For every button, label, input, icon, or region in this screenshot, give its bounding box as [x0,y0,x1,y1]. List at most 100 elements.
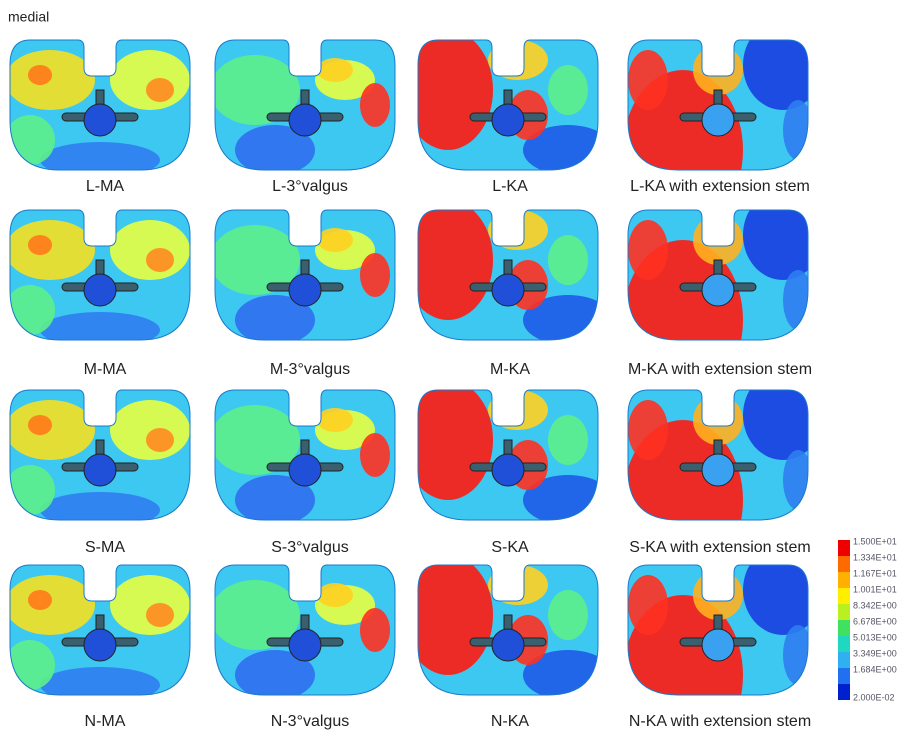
contour-blob [743,370,823,460]
contour-blob [28,235,52,255]
contour-blob [488,40,548,80]
stem [492,274,524,306]
legend-swatch [838,540,850,556]
contour-blob [628,575,668,635]
legend-swatch [838,620,850,636]
legend-label: 1.684E+00 [853,664,897,674]
legend-label: 6.678E+00 [853,616,897,626]
panel-label: M-3°valgus [270,361,350,378]
contour-blob [693,215,743,265]
legend-swatch [838,636,850,652]
panel-label: S-KA with extension stem [629,539,810,556]
stem [702,629,734,661]
legend-swatch [838,684,850,700]
legend-label: 1.001E+01 [853,584,897,594]
contour-blob [40,312,160,348]
legend-label: 3.349E+00 [853,648,897,658]
stem [289,104,321,136]
legend-swatch [838,556,850,572]
contour-panel [210,210,395,345]
panel-label: N-KA with extension stem [629,713,811,730]
contour-panel [623,20,823,230]
panel-label: S-KA [491,539,529,556]
contour-blob [488,210,548,250]
contour-blob [403,555,493,675]
stem [702,454,734,486]
contour-panel [210,390,395,525]
contour-blob [360,253,390,297]
contour-panel [403,30,613,175]
panel-label: S-MA [85,539,125,556]
legend-swatch [838,572,850,588]
contour-blob [146,603,174,627]
legend-label: 2.000E-02 [853,692,895,702]
contour-blob [693,395,743,445]
contour-blob [317,228,353,252]
stem [492,454,524,486]
contour-blob [317,583,353,607]
panel-label: S-3°valgus [271,539,349,556]
contour-blob [743,190,823,280]
stem [702,104,734,136]
contour-panel [5,390,190,528]
legend-label: 1.167E+01 [853,568,897,578]
stem [492,629,524,661]
stem [702,274,734,306]
contour-blob [317,58,353,82]
contour-blob [403,30,493,150]
panel-label: L-3°valgus [272,178,348,195]
contour-panel [403,200,613,345]
contour-blob [628,400,668,460]
contour-panel [5,40,190,178]
contour-blob [548,415,588,465]
contour-blob [146,78,174,102]
figure-canvas: medial L-MAL-3°valgusL-KAL-KA with exten… [0,0,914,731]
contour-panel [623,545,823,731]
stem [84,629,116,661]
contour-blob [28,415,52,435]
panel-label: M-KA with extension stem [628,361,812,378]
legend-label: 1.500E+01 [853,536,897,546]
contour-blob [488,565,548,605]
contour-blob [628,220,668,280]
legend-swatch [838,668,850,684]
stem [289,629,321,661]
panel-label: L-KA [492,178,528,195]
contour-blob [628,50,668,110]
contour-blob [40,492,160,528]
contour-blob [548,235,588,285]
stem [289,454,321,486]
contour-panel [5,565,190,703]
contour-blob [28,65,52,85]
contour-blob [40,142,160,178]
stem [84,454,116,486]
legend-label: 5.013E+00 [853,632,897,642]
legend-swatch [838,652,850,668]
contour-panel [403,380,613,525]
contour-blob [693,45,743,95]
stem [84,104,116,136]
contour-blob [360,608,390,652]
contour-blob [110,220,190,280]
legend-swatch [838,604,850,620]
contour-blob [360,83,390,127]
contour-blob [146,248,174,272]
panel-label: N-KA [491,713,530,730]
contour-blob [110,50,190,110]
contour-blob [317,408,353,432]
contour-blob [360,433,390,477]
legend-label: 1.334E+01 [853,552,897,562]
contour-blob [488,390,548,430]
side-label: medial [8,9,49,25]
contour-panel [210,565,395,700]
panel-label: M-KA [490,361,530,378]
contour-blob [548,65,588,115]
contour-panel [5,210,190,348]
stem [84,274,116,306]
contour-blob [28,590,52,610]
panel-label: L-KA with extension stem [630,178,810,195]
panel-label: N-MA [85,713,126,730]
panel-label: N-3°valgus [271,713,349,730]
contour-blob [548,590,588,640]
figure: medial L-MAL-3°valgusL-KAL-KA with exten… [0,0,914,731]
